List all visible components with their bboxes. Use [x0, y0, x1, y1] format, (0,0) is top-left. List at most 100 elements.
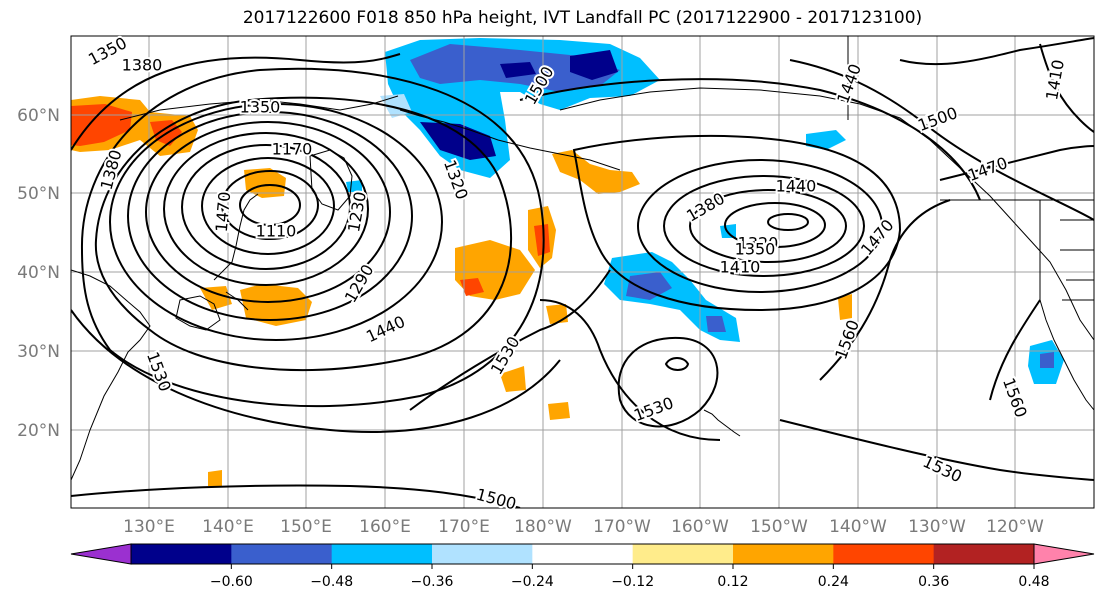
contour-1440-high — [899, 37, 1094, 66]
us-state-lines — [1060, 219, 1094, 301]
contour-1440-east — [637, 159, 883, 293]
contour-label: 1410 — [720, 258, 761, 277]
colorbar-frame — [130, 543, 1035, 565]
graticule — [71, 36, 1094, 508]
contour-1410-east — [663, 175, 865, 277]
contour-label: 1170 — [272, 140, 313, 159]
lat-tick-label: 20°N — [17, 421, 60, 441]
contour-1110 — [239, 184, 301, 226]
contour-1410-right — [1039, 43, 1094, 133]
lon-tick-label: 130°E — [123, 517, 175, 537]
ivt-positive-patch — [208, 470, 222, 486]
korea-japan-coast — [175, 295, 221, 331]
contour-1560-east — [819, 199, 951, 381]
colorbar-tick-label: −0.48 — [310, 574, 353, 590]
ivt-negative-patch — [380, 94, 412, 118]
lon-tick-label: 140°E — [202, 517, 254, 537]
lon-tick-label: 150°W — [750, 517, 808, 537]
contour-1170 — [201, 157, 335, 255]
colorbar-tick-label: 0.48 — [1018, 574, 1049, 590]
lon-tick-label: 130°W — [908, 517, 966, 537]
contour-1140 — [221, 170, 319, 240]
contour-1290 — [127, 111, 413, 321]
ivt-positive-patch — [500, 366, 526, 392]
contour-label: 1110 — [256, 222, 297, 241]
colorbar-segment — [632, 544, 734, 564]
contour-label: 1470 — [212, 191, 234, 233]
contour-small-loop — [664, 357, 690, 371]
siberia-coast — [119, 95, 399, 121]
contour-label: 1350 — [240, 98, 281, 117]
contour-1500-bottom — [71, 484, 521, 508]
north-america-west-coast — [1039, 299, 1094, 411]
lon-tick-label: 160°E — [359, 517, 411, 537]
colorbar-segment — [833, 544, 935, 564]
lon-tick-label: 170°E — [438, 517, 490, 537]
ivt-positive-patch — [552, 150, 640, 194]
colorbar-tick-label: −0.12 — [611, 574, 654, 590]
contour-1470-south — [617, 336, 719, 428]
ivt-positive-patch — [244, 168, 286, 198]
contour-1260 — [145, 121, 391, 303]
ivt-negative-patch — [720, 224, 736, 238]
ivt-negative-peak — [420, 122, 496, 160]
ivt-negative-patch — [604, 252, 740, 342]
ivt-negative-core — [706, 316, 726, 332]
height-contours — [71, 37, 1094, 508]
contour-1530-east — [789, 59, 1094, 221]
colorbar-segment — [532, 544, 634, 564]
lon-tick-label: 170°W — [593, 517, 651, 537]
contour-1320 — [109, 103, 443, 341]
ivt-positive-patch — [240, 284, 312, 326]
colorbar-segment — [432, 544, 533, 564]
ivt-positive-patch — [838, 294, 852, 320]
map-frame — [70, 35, 1095, 509]
contour-1440 — [71, 309, 561, 433]
contour-1380-east — [689, 189, 847, 263]
ivt-positive-patch — [200, 286, 232, 310]
colorbar-tick-label: 0.12 — [717, 574, 748, 590]
lat-tick-label: 60°N — [17, 106, 60, 126]
ivt-positive-core — [460, 278, 484, 296]
contour-label: 1440 — [776, 177, 817, 196]
colorbar-tick-label: −0.24 — [511, 574, 554, 590]
contour-label: 1320 — [738, 234, 779, 253]
ivt-positive-core — [534, 224, 550, 256]
contour-1410 — [71, 53, 401, 151]
colorbar-segment — [231, 544, 333, 564]
contour-1350-east — [724, 202, 826, 248]
contour-1380 — [80, 67, 545, 408]
ivt-positive-patch — [548, 402, 570, 420]
map-title: 2017122600 F018 850 hPa height, IVT Land… — [242, 8, 923, 28]
contour-1560-far-east — [989, 299, 1041, 401]
colorbar-extend-low — [70, 543, 132, 565]
latitude-tick-labels: 60°N 50°N 40°N 30°N 20°N — [17, 106, 60, 441]
contour-1200 — [181, 144, 351, 270]
contour-1530-far-east — [779, 419, 1094, 481]
colorbar-tick-label: −0.60 — [210, 574, 253, 590]
contour-1500-east — [519, 78, 981, 201]
ivt-negative-peak — [500, 62, 536, 78]
contour-1470-right — [939, 145, 1094, 181]
contour-label: 1380 — [122, 56, 163, 75]
colorbar-extend-high — [1033, 543, 1095, 565]
colorbar-segment — [733, 544, 834, 564]
ivt-negative-patch — [346, 180, 362, 192]
contour-1350 — [94, 96, 513, 371]
colorbar-segment — [933, 544, 1035, 564]
ivt-negative-core — [626, 272, 672, 300]
ivt-negative-core — [1040, 352, 1054, 368]
hawaii-islands — [703, 409, 741, 437]
colorbar-tick-label: 0.24 — [818, 574, 849, 590]
lon-tick-label: 120°W — [986, 517, 1044, 537]
contour-1230 — [163, 132, 369, 286]
colorbar-tick-label: 0.36 — [918, 574, 949, 590]
contour-1530-south — [409, 269, 611, 411]
ivt-negative-patch — [806, 130, 846, 150]
lon-tick-label: 140°W — [829, 517, 887, 537]
lon-tick-label: 180°W — [514, 517, 572, 537]
lat-tick-label: 50°N — [17, 184, 60, 204]
colorbar-segment — [131, 544, 232, 564]
contour-1470-east — [572, 134, 902, 312]
ivt-negative-peak — [570, 50, 618, 80]
